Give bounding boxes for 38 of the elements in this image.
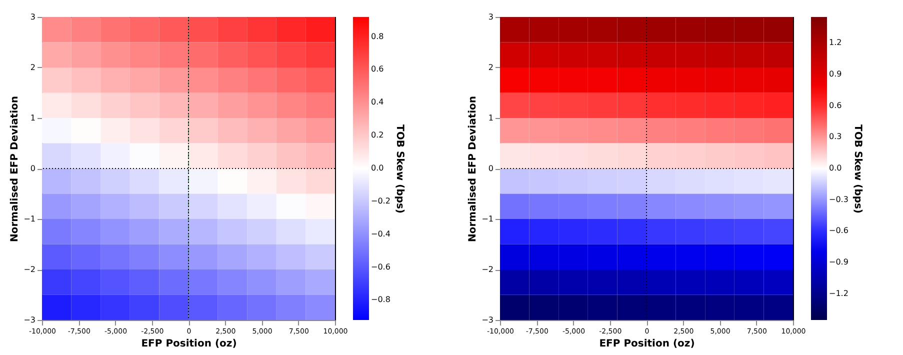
y-tick-label: 0 [488,164,494,173]
y-axis-title: Normalised EFP Deviation [10,96,21,242]
color-bar-label: −0.2 [371,196,390,206]
x-axis-title: EFP Position (oz) [141,338,237,350]
color-bar-label: 0.8 [371,32,384,41]
y-tick-label: −1 [24,214,36,224]
y-tick-label: −2 [482,265,494,274]
y-axis-title: Normalised EFP Deviation [468,96,479,242]
color-bar-label: −0.9 [829,258,848,267]
y-tick-label: 2 [488,63,494,72]
color-bar-label: −1.2 [829,288,848,298]
color-bar-label: 0.6 [829,100,842,110]
y-tick-label: −1 [482,214,494,224]
color-bar-title: TOB Skew (bps) [394,124,405,214]
color-bar-label: 1.2 [829,38,842,48]
y-tick-label: 3 [488,12,494,22]
x-axis-title: EFP Position (oz) [599,338,695,350]
color-bar-label: −0.3 [829,194,848,204]
color-bar-label: −0.8 [371,295,390,304]
color-bar-label: 0.3 [829,132,842,142]
color-bar-title: TOB Skew (bps) [852,124,863,214]
y-tick-label: 2 [30,63,36,72]
color-bar-label: 0.0 [371,164,384,172]
color-bar-label: 0.2 [371,130,384,140]
color-bar-label: −0.6 [829,226,848,236]
y-tick-label: −2 [24,265,36,274]
y-tick-label: 1 [30,114,36,122]
y-tick-label: 0 [30,164,36,173]
color-bar-label: 0.9 [829,69,842,78]
color-bar-label: 0.0 [829,164,842,172]
color-bar-label: 0.4 [371,98,384,107]
color-bar-label: −0.4 [371,229,390,238]
color-bar-label: 0.6 [371,64,384,74]
y-tick-label: 1 [488,114,494,122]
y-tick-label: −3 [482,316,494,324]
y-tick-label: 3 [30,12,36,22]
y-tick-label: −3 [24,316,36,324]
color-bar-label: −0.6 [371,262,390,272]
